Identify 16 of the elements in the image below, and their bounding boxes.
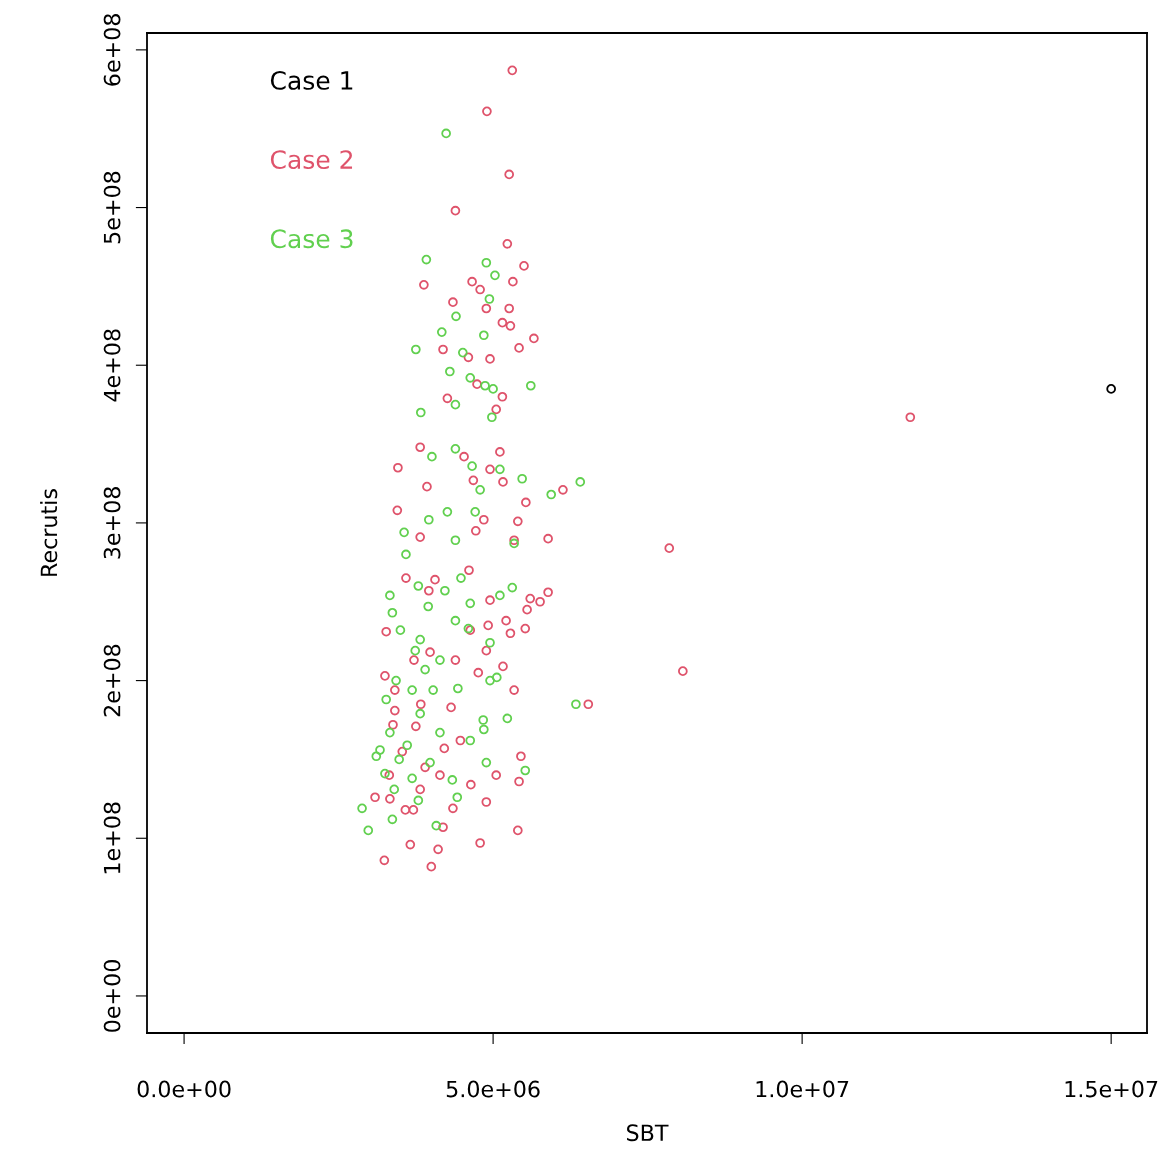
text: Case 3 (270, 229, 353, 249)
x-axis-title: SBT (627, 1124, 669, 1142)
y-tick-label: 5e+08 (103, 171, 121, 244)
x-tick-label: 0.0e+00 (137, 1080, 231, 1098)
text: Case 1 (270, 70, 353, 90)
y-axis-title: Recrutis (40, 489, 58, 576)
y-tick-label: 3e+08 (103, 487, 121, 559)
x-tick-label: 1.0e+07 (756, 1080, 849, 1098)
x-tick-label: 5.0e+06 (446, 1080, 540, 1098)
x-tick-label: 1.5e+07 (1065, 1080, 1158, 1098)
y-tick-label: 1e+08 (103, 802, 121, 874)
y-tick-label: 0e+00 (103, 960, 121, 1032)
y-tick-label: 2e+08 (103, 644, 121, 717)
y-tick-label: 4e+08 (103, 329, 121, 402)
y-tick-label: 6e+08 (103, 14, 121, 86)
text: Case 2 (270, 150, 353, 170)
